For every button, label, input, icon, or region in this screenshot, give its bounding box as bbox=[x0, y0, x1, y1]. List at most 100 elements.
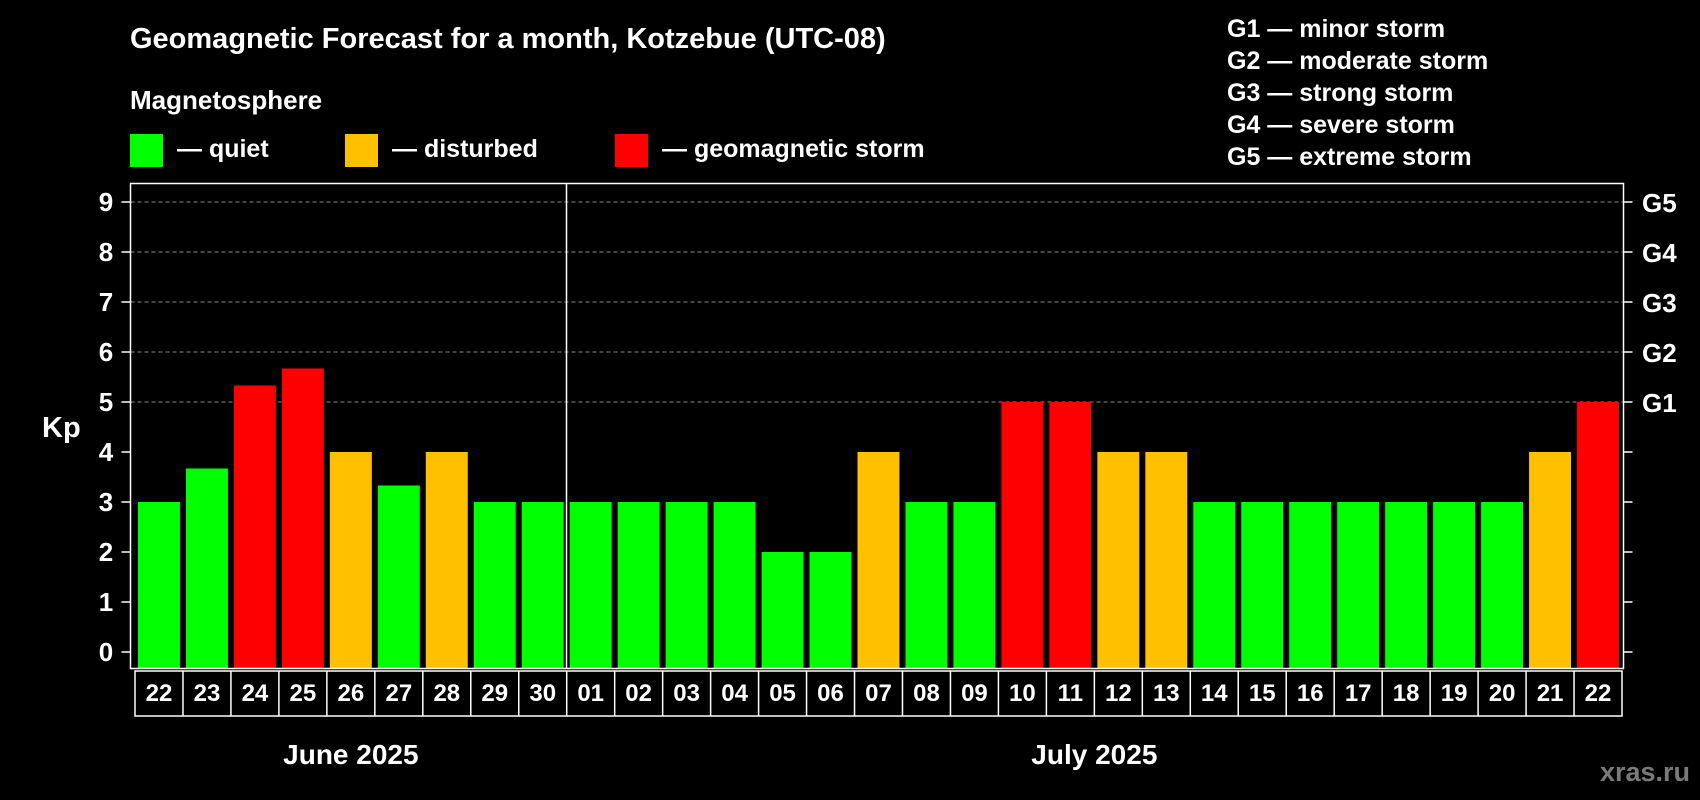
bar-disturbed bbox=[857, 452, 900, 668]
storm-axis: G1 G2 G3 G4 G5 bbox=[1623, 188, 1677, 653]
storm-scale-item: G3 — strong storm bbox=[1227, 79, 1453, 107]
bar-series bbox=[138, 368, 1619, 668]
bar-disturbed bbox=[329, 452, 372, 668]
bar-quiet bbox=[665, 502, 708, 668]
bar-quiet bbox=[138, 502, 180, 668]
y-tick-label: 5 bbox=[99, 387, 113, 417]
date-label: 11 bbox=[1058, 680, 1083, 707]
storm-level-label: G5 bbox=[1642, 188, 1677, 218]
bar-storm bbox=[1001, 402, 1044, 668]
date-label: 13 bbox=[1153, 680, 1180, 707]
y-tick-label: 7 bbox=[99, 287, 113, 317]
date-label: 01 bbox=[577, 680, 604, 707]
bar-storm bbox=[1577, 402, 1619, 668]
date-row: 22 23 24 25 26 27 28 29 30 01 02 03 04 05 06 07 08 09 10 11… bbox=[134, 670, 1623, 717]
bar-quiet bbox=[377, 485, 420, 668]
storm-level-label: G2 bbox=[1642, 338, 1677, 368]
date-label: 09 bbox=[961, 680, 988, 707]
bar-disturbed bbox=[1145, 452, 1188, 668]
bar-quiet bbox=[905, 502, 948, 668]
bar-quiet bbox=[569, 502, 612, 668]
date-label: 12 bbox=[1105, 680, 1132, 707]
date-label: 04 bbox=[721, 680, 748, 707]
bar-quiet bbox=[185, 468, 228, 668]
bar-disturbed bbox=[425, 452, 468, 668]
bar-storm bbox=[281, 368, 324, 668]
bar-quiet bbox=[761, 552, 804, 668]
bar-quiet bbox=[617, 502, 660, 668]
storm-scale-item: G1 — minor storm bbox=[1227, 15, 1445, 43]
bar-quiet bbox=[521, 502, 564, 668]
bar-storm bbox=[233, 385, 276, 668]
date-label: 22 bbox=[146, 680, 173, 707]
y-tick-label: 6 bbox=[99, 337, 113, 367]
plot-frame bbox=[129, 182, 1625, 670]
watermark: xras.ru bbox=[1600, 757, 1690, 787]
bar-quiet bbox=[1289, 502, 1332, 668]
y-tick-label: 9 bbox=[99, 187, 113, 217]
bar-quiet bbox=[1385, 502, 1428, 668]
date-row-frame bbox=[134, 670, 1623, 717]
legend-swatch-storm bbox=[615, 134, 648, 167]
date-label: 05 bbox=[769, 680, 796, 707]
bar-disturbed bbox=[1529, 452, 1572, 668]
month-labels: June 2025 July 2025 bbox=[283, 739, 1157, 770]
date-label: 30 bbox=[529, 680, 556, 707]
date-label: 07 bbox=[865, 680, 892, 707]
y-tick-label: 2 bbox=[99, 537, 113, 567]
date-label: 03 bbox=[673, 680, 700, 707]
date-label: 19 bbox=[1441, 680, 1468, 707]
date-label: 26 bbox=[338, 680, 365, 707]
chart-subtitle: Magnetosphere bbox=[130, 85, 322, 115]
date-label: 15 bbox=[1249, 680, 1276, 707]
bar-storm bbox=[1049, 402, 1092, 668]
date-label: 10 bbox=[1009, 680, 1036, 707]
storm-scale-item: G2 — moderate storm bbox=[1227, 47, 1488, 75]
month-label: July 2025 bbox=[1031, 739, 1157, 770]
storm-scale-legend: G1 — minor storm G2 — moderate storm G3 — … bbox=[1227, 15, 1488, 171]
storm-scale-item: G4 — severe storm bbox=[1227, 111, 1455, 139]
kp-axis: 0 1 2 3 4 5 6 7 8 9 bbox=[99, 187, 131, 667]
grid-lines bbox=[130, 201, 1624, 403]
date-label: 17 bbox=[1345, 680, 1372, 707]
legend-swatch-quiet bbox=[130, 134, 163, 167]
date-label: 28 bbox=[433, 680, 460, 707]
date-label: 08 bbox=[913, 680, 940, 707]
bar-quiet bbox=[473, 502, 516, 668]
bar-quiet bbox=[713, 502, 756, 668]
y-tick-label: 4 bbox=[99, 437, 114, 467]
bar-quiet bbox=[1193, 502, 1236, 668]
date-label: 29 bbox=[481, 680, 508, 707]
date-label: 27 bbox=[385, 680, 412, 707]
legend-label-storm: — geomagnetic storm bbox=[662, 135, 925, 163]
bar-quiet bbox=[1337, 502, 1380, 668]
legend-swatch-disturbed bbox=[345, 134, 378, 167]
date-label: 25 bbox=[290, 680, 317, 707]
bar-quiet bbox=[1481, 502, 1524, 668]
y-axis-label: Kp bbox=[42, 412, 81, 444]
legend: — quiet — disturbed — geomagnetic storm bbox=[130, 134, 925, 167]
date-label: 20 bbox=[1489, 680, 1516, 707]
storm-level-label: G3 bbox=[1642, 288, 1677, 318]
legend-label-disturbed: — disturbed bbox=[392, 135, 538, 163]
date-label: 21 bbox=[1537, 680, 1564, 707]
bar-disturbed bbox=[1097, 452, 1140, 668]
y-tick-label: 3 bbox=[99, 487, 113, 517]
y-tick-label: 1 bbox=[99, 587, 113, 617]
date-label: 16 bbox=[1297, 680, 1324, 707]
month-label: June 2025 bbox=[283, 739, 418, 770]
date-label: 23 bbox=[194, 680, 221, 707]
legend-label-quiet: — quiet bbox=[177, 135, 269, 163]
bar-quiet bbox=[1433, 502, 1476, 668]
date-label: 14 bbox=[1201, 680, 1228, 707]
y-tick-label: 0 bbox=[99, 637, 113, 667]
y-tick-label: 8 bbox=[99, 237, 113, 267]
bar-quiet bbox=[953, 502, 996, 668]
storm-scale-item: G5 — extreme storm bbox=[1227, 143, 1472, 171]
chart-title: Geomagnetic Forecast for a month, Kotzeb… bbox=[130, 23, 886, 55]
storm-level-label: G1 bbox=[1642, 388, 1677, 418]
storm-level-label: G4 bbox=[1642, 238, 1677, 268]
date-label: 24 bbox=[242, 680, 269, 707]
bar-quiet bbox=[1241, 502, 1284, 668]
